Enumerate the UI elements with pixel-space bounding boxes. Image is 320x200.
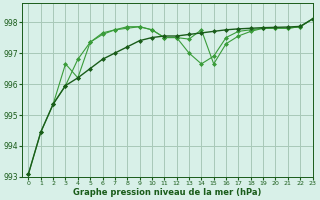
X-axis label: Graphe pression niveau de la mer (hPa): Graphe pression niveau de la mer (hPa): [73, 188, 261, 197]
